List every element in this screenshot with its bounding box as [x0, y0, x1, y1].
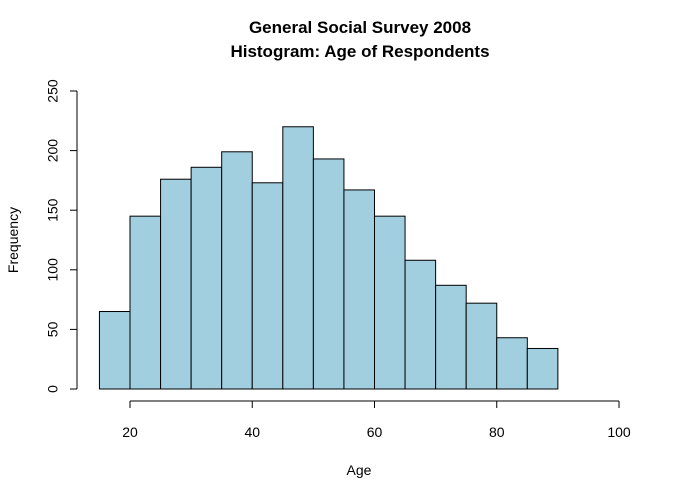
x-axis-label: Age [347, 462, 372, 478]
histogram-bar [526, 347, 559, 390]
histogram-bar [435, 284, 467, 390]
y-tick-label: 0 [45, 385, 61, 393]
bars-group [98, 126, 559, 390]
x-tick-label: 80 [489, 424, 505, 440]
chart-title-line1: General Social Survey 2008 [249, 18, 471, 37]
y-tick-label: 200 [45, 139, 61, 163]
y-axis-ticks: 0 50 100 150 200 250 [45, 79, 77, 393]
y-tick-label: 100 [45, 258, 61, 282]
y-tick-label: 150 [45, 198, 61, 222]
histogram-bar [190, 166, 223, 390]
x-tick-label: 40 [244, 424, 260, 440]
x-tick-label: 60 [367, 424, 383, 440]
histogram-bar [98, 311, 131, 390]
histogram-bar [160, 178, 192, 390]
histogram-bar [282, 126, 314, 390]
x-axis-ticks: 20 40 60 80 100 [122, 401, 631, 440]
histogram-bar [251, 182, 284, 390]
histogram-bar [496, 337, 528, 390]
y-tick-label: 50 [45, 321, 61, 337]
histogram-bar [465, 302, 498, 390]
histogram-bar [404, 259, 437, 390]
y-tick-label: 250 [45, 79, 61, 103]
histogram-bar [343, 189, 375, 390]
histogram-bar [221, 151, 253, 390]
chart-title-line2: Histogram: Age of Respondents [230, 42, 489, 61]
x-tick-label: 20 [122, 424, 138, 440]
histogram-bar [312, 158, 345, 390]
histogram-bar [374, 215, 406, 390]
x-tick-label: 100 [607, 424, 631, 440]
y-axis-label: Frequency [5, 207, 21, 273]
histogram-bar [129, 215, 162, 390]
